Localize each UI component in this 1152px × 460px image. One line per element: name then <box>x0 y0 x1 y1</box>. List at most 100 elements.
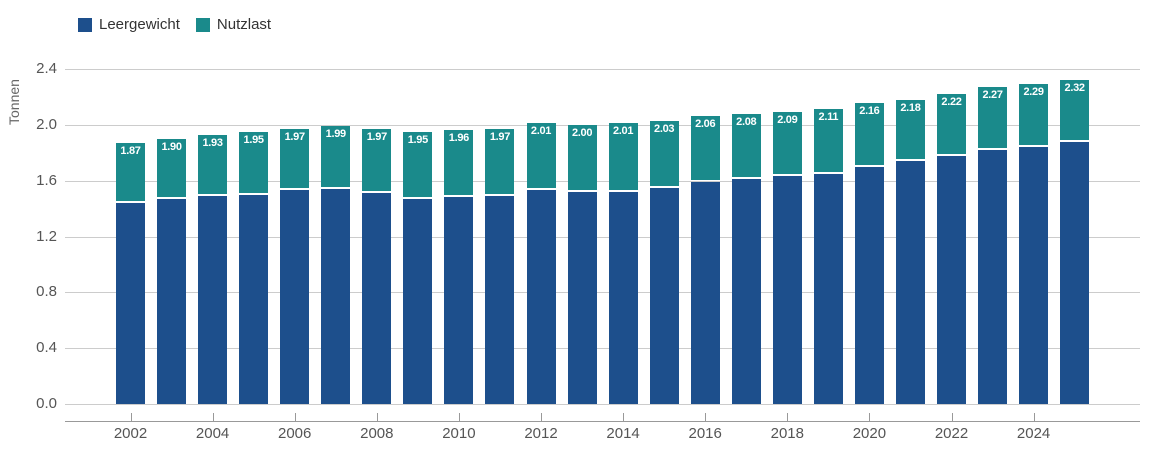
y-tick-label: 0.8 <box>36 283 57 301</box>
legend-item-leergewicht: Leergewicht <box>78 16 180 33</box>
bar-segment-nutzlast: 2.11 <box>813 109 843 172</box>
bar-segment-nutzlast: 1.90 <box>157 138 187 197</box>
bar-2005: 1.95 <box>239 131 269 404</box>
bar-segment-nutzlast: 2.09 <box>772 112 802 175</box>
bar-segment-nutzlast: 1.95 <box>239 131 269 193</box>
bar-total-label: 2.01 <box>530 125 552 138</box>
legend-label-nutzlast: Nutzlast <box>216 16 272 33</box>
gridline <box>65 69 1140 70</box>
x-tick-label: 2022 <box>934 425 969 442</box>
x-tick <box>130 413 132 421</box>
bar-total-label: 2.00 <box>571 126 593 139</box>
bar-total-label: 2.06 <box>695 118 716 131</box>
x-tick-label: 2004 <box>195 425 230 442</box>
x-tick <box>1033 413 1035 421</box>
bar-segment-nutzlast: 2.01 <box>608 123 638 190</box>
bar-segment-nutzlast: 2.18 <box>895 99 925 160</box>
bar-total-label: 1.97 <box>489 131 511 144</box>
x-tick <box>787 413 789 421</box>
y-tick-label: 0.0 <box>36 395 57 412</box>
bar-segment-leergewicht <box>116 203 145 404</box>
bar-segment-nutzlast: 1.97 <box>362 129 392 192</box>
legend-item-nutzlast: Nutzlast <box>195 16 272 33</box>
bar-segment-leergewicht <box>567 191 597 404</box>
bar-segment-nutzlast: 2.16 <box>854 102 884 165</box>
bar-total-label: 2.32 <box>1064 82 1086 95</box>
bar-segment-leergewicht <box>895 161 925 404</box>
bar-segment-nutzlast: 1.93 <box>198 134 228 195</box>
bar-2017: 2.08 <box>731 113 761 404</box>
x-tick-label: 2006 <box>278 425 312 442</box>
x-tick-label: 2012 <box>524 425 558 442</box>
bar-segment-leergewicht <box>813 173 843 404</box>
bar-2006: 1.97 <box>280 129 310 404</box>
bar-segment-leergewicht <box>157 198 187 404</box>
bar-2022: 2.22 <box>937 94 966 404</box>
bar-2015: 2.03 <box>649 120 679 404</box>
bar-segment-nutzlast: 2.32 <box>1060 80 1090 140</box>
bar-segment-nutzlast: 2.01 <box>526 123 556 189</box>
bar-segment-nutzlast: 1.97 <box>280 129 310 189</box>
bar-2018: 2.09 <box>772 112 802 404</box>
bar-2008: 1.97 <box>362 129 392 404</box>
bar-segment-leergewicht <box>608 191 638 404</box>
bar-2011: 1.97 <box>485 129 515 404</box>
bar-segment-nutzlast: 1.99 <box>321 126 351 188</box>
bar-2002: 1.87 <box>116 142 145 404</box>
legend-swatch-nutzlast <box>195 17 210 32</box>
bar-segment-nutzlast: 1.96 <box>444 130 474 196</box>
bar-total-label: 2.16 <box>859 104 880 117</box>
gridline <box>65 180 1140 182</box>
bar-total-label: 1.87 <box>120 144 141 157</box>
x-tick-label: 2016 <box>688 425 722 442</box>
gridline <box>65 236 1140 238</box>
y-tick-label: 1.6 <box>36 171 57 189</box>
bar-segment-nutzlast: 2.06 <box>690 116 720 181</box>
bar-segment-leergewicht <box>526 190 556 404</box>
bar-total-label: 2.03 <box>654 122 675 135</box>
bar-segment-leergewicht <box>280 190 310 404</box>
y-tick-label: 2.0 <box>36 115 57 133</box>
y-tick-label: 0.4 <box>36 339 57 357</box>
gridline <box>65 404 1140 405</box>
bar-total-label: 1.90 <box>161 140 182 153</box>
bar-segment-leergewicht <box>198 196 228 404</box>
bar-segment-nutzlast: 1.97 <box>485 129 515 194</box>
bar-2019: 2.11 <box>813 109 843 404</box>
bar-total-label: 2.09 <box>777 114 798 127</box>
x-tick <box>376 413 378 421</box>
x-tick <box>869 413 871 421</box>
bar-total-label: 1.93 <box>202 136 223 149</box>
bar-2007: 1.99 <box>321 126 351 404</box>
bar-2021: 2.18 <box>895 99 925 404</box>
bar-total-label: 1.95 <box>407 133 429 146</box>
x-tick <box>294 413 296 421</box>
bar-2003: 1.90 <box>157 138 187 404</box>
bar-total-label: 2.18 <box>900 101 921 114</box>
x-tick-label: 2018 <box>770 425 804 442</box>
bar-segment-nutzlast: 2.27 <box>978 87 1008 148</box>
bar-segment-leergewicht <box>731 179 761 404</box>
legend-swatch-leergewicht <box>78 17 92 32</box>
bar-total-label: 2.11 <box>818 111 839 124</box>
bar-segment-leergewicht <box>978 149 1008 404</box>
bar-segment-nutzlast: 2.03 <box>649 120 679 186</box>
bar-segment-leergewicht <box>485 196 515 404</box>
bar-2010: 1.96 <box>444 130 474 404</box>
bar-total-label: 1.99 <box>325 128 347 141</box>
bar-total-label: 1.95 <box>243 133 265 146</box>
bar-segment-leergewicht <box>649 187 679 404</box>
x-tick <box>212 413 214 421</box>
x-tick-label: 2008 <box>360 425 394 442</box>
bar-2014: 2.01 <box>608 123 638 404</box>
bar-segment-leergewicht <box>937 155 966 404</box>
x-axis-line <box>65 421 1140 422</box>
legend: Leergewicht Nutzlast <box>78 16 271 33</box>
bar-total-label: 1.97 <box>284 131 306 144</box>
bar-segment-nutzlast: 1.87 <box>116 142 145 201</box>
x-tick-label: 2014 <box>606 425 640 442</box>
gridline <box>65 292 1140 294</box>
bar-2025: 2.32 <box>1060 80 1090 404</box>
bar-2012: 2.01 <box>526 123 556 404</box>
